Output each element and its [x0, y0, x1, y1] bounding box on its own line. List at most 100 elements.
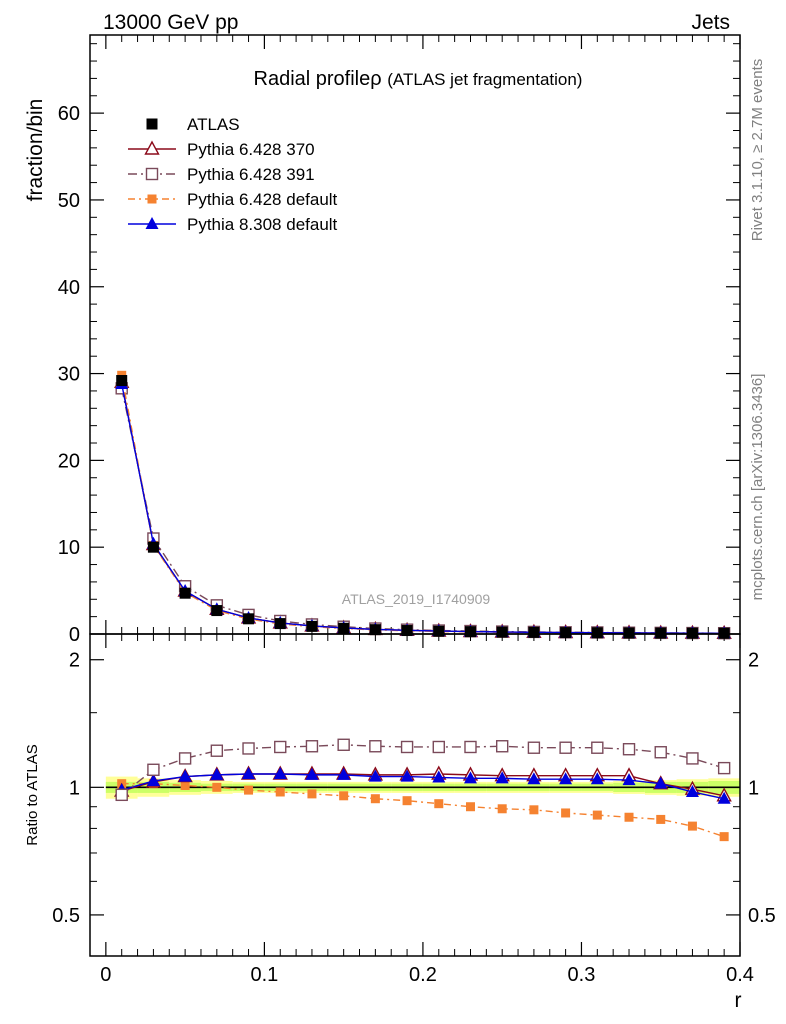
ratio-data-point [717, 791, 731, 804]
ratio-data-point [495, 740, 509, 753]
y-tick-label: 0 [69, 624, 80, 646]
ratio-data-point [147, 763, 160, 776]
y-tick-label: 50 [58, 190, 80, 212]
ratio-data-point [370, 794, 380, 804]
legend-marker [147, 194, 157, 204]
legend-marker [144, 140, 160, 155]
main-data-point [211, 605, 223, 617]
plot-title-main: Radial profile [254, 68, 371, 90]
ratio-data-point [242, 767, 256, 780]
ratio-data-point [465, 802, 475, 812]
ratio-data-point [274, 740, 287, 754]
ratio-data-point [463, 771, 477, 784]
ratio-data-point [717, 761, 731, 775]
ratio-data-point [337, 767, 351, 780]
x-tick-label: 0.3 [568, 964, 596, 986]
ratio-data-point [686, 752, 699, 765]
main-data-point [433, 625, 445, 637]
x-tick-label: 0.4 [726, 964, 754, 986]
ratio-y-tick-label: 1 [69, 777, 80, 799]
ratio-y-tick-label: 0.5 [52, 905, 80, 927]
ratio-data-point [178, 769, 192, 782]
ratio-data-point [180, 780, 190, 790]
main-data-point [686, 627, 698, 639]
main-data-point [179, 587, 191, 599]
analysis-watermark: ATLAS_2019_I1740909 [342, 591, 491, 607]
ratio-series-line [121, 773, 725, 800]
ratio-axis-ticks: 0.5 0.5 1 1 2 2 0 0.1 0.2 0.3 0.4 [52, 634, 776, 986]
ratio-data-point [210, 744, 224, 757]
main-data-point [496, 626, 508, 638]
plot-title-symbol: ρ [370, 68, 381, 90]
main-data-point [401, 625, 413, 637]
main-data-point [274, 618, 286, 630]
ratio-data-point [527, 772, 541, 785]
ratio-y-tick-label-right: 2 [748, 650, 759, 672]
main-data-point [655, 627, 667, 639]
ratio-data-point [622, 743, 636, 756]
y-tick-label: 40 [58, 277, 80, 299]
plot-subtitle: (ATLAS jet fragmentation) [387, 70, 582, 89]
main-data-point [306, 620, 318, 632]
legend-entry: Pythia 6.428 370 [128, 140, 315, 159]
x-tick-label: 0.2 [409, 964, 437, 986]
legend-marker [145, 167, 159, 181]
legend-label: Pythia 8.308 default [187, 215, 338, 234]
ratio-data-point [368, 769, 382, 782]
ratio-series-line [121, 782, 725, 838]
legend-entry: Pythia 8.308 default [128, 215, 338, 234]
ratio-plot-panel: 0.5 0.5 1 1 2 2 0 0.1 0.2 0.3 0.4 Ratio to ATLAS r [24, 633, 776, 1012]
ratio-data-point [273, 767, 287, 780]
mcplots-label: mcplots.cern.ch [arXiv:1306.3436] [749, 374, 766, 601]
ratio-data-point [337, 738, 350, 751]
ratio-y-tick-label: 2 [69, 650, 80, 672]
ratio-data-point [244, 785, 254, 795]
x-tick-label: 0 [100, 964, 111, 986]
legend-marker [146, 118, 158, 130]
x-tick-label: 0.1 [250, 964, 278, 986]
main-data-point [369, 624, 381, 636]
main-y-axis-label: fraction/bin [24, 99, 47, 202]
ratio-data-point [497, 804, 507, 814]
ratio-data-point [527, 741, 541, 754]
ratio-data-point [561, 808, 571, 818]
legend-marker [145, 217, 159, 229]
ratio-data-point [592, 810, 602, 820]
ratio-data-point [591, 741, 604, 754]
ratio-data-point [212, 782, 222, 792]
ratio-data-point [146, 773, 160, 786]
ratio-data-point [622, 773, 636, 786]
main-data-point [116, 375, 128, 387]
legend: ATLAS Pythia 6.428 370 Pythia 6.428 391 Pyt… [128, 115, 338, 234]
y-tick-label: 20 [58, 450, 80, 472]
ratio-data-point [432, 770, 446, 783]
rivet-label: Rivet 3.1.10, ≥ 2.7M events [749, 59, 766, 242]
main-series-atlas [116, 375, 730, 639]
legend-entry: Pythia 6.428 391 [128, 165, 315, 184]
ratio-data-point [400, 740, 414, 754]
main-data-point [243, 613, 255, 625]
ratio-data-point [400, 769, 414, 782]
legend-label: Pythia 6.428 391 [187, 165, 315, 184]
legend-entry: ATLAS [146, 115, 240, 134]
ratio-data-point [654, 746, 667, 759]
ratio-data-point [275, 787, 285, 797]
ratio-y-axis-label: Ratio to ATLAS [24, 744, 41, 845]
ratio-data-point [559, 741, 572, 754]
ratio-data-point [339, 791, 349, 801]
ratio-plot-frame [89, 633, 741, 957]
ratio-data-point [242, 742, 255, 755]
main-plot-panel: 0 10 20 30 40 50 60 fraction/bin Radial profil… [24, 34, 741, 646]
legend-label: Pythia 6.428 370 [187, 140, 315, 159]
main-data-point [338, 622, 350, 634]
ratio-data-point [590, 772, 604, 785]
x-axis-label: r [735, 989, 742, 1012]
ratio-data-point [559, 772, 573, 785]
ratio-data-point [529, 805, 539, 815]
ratio-data-point [464, 740, 477, 754]
plot-title: Radial profileρ (ATLAS jet fragmentation… [254, 68, 583, 90]
ratio-data-point [115, 788, 128, 802]
ratio-data-point [434, 799, 444, 809]
ratio-series-pythia-8-308-default [115, 767, 731, 804]
